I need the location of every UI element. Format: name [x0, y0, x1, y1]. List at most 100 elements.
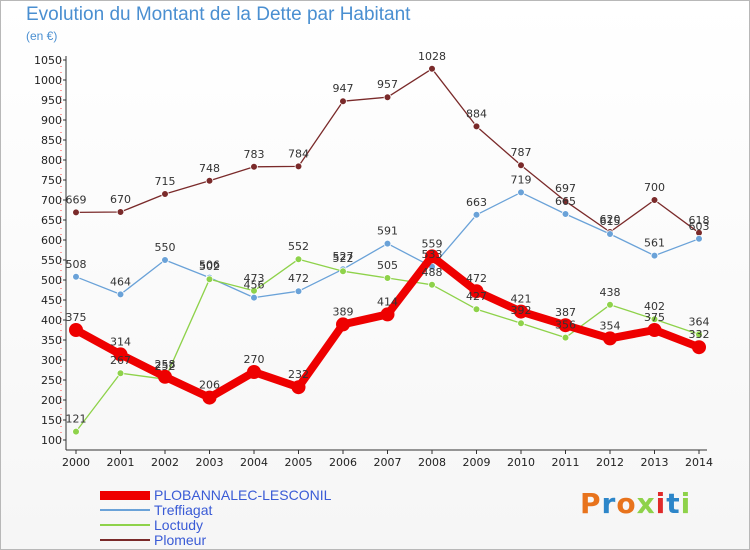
data-label: 697	[555, 182, 576, 195]
y-tick-label: 900	[41, 114, 62, 127]
data-point	[514, 304, 528, 319]
data-label: 620	[600, 213, 621, 226]
data-point	[695, 235, 703, 243]
y-tick-label: 1050	[34, 54, 62, 67]
data-point	[650, 315, 659, 324]
x-tick-label: 2007	[374, 456, 402, 469]
data-label: 505	[377, 259, 398, 272]
data-point	[561, 197, 570, 206]
data-label: 670	[110, 193, 131, 206]
data-label: 719	[511, 173, 532, 186]
data-label: 375	[66, 311, 87, 324]
data-label: 314	[110, 335, 131, 348]
data-label: 389	[333, 305, 354, 318]
y-tick-label: 750	[41, 174, 62, 187]
x-tick-label: 2000	[62, 456, 90, 469]
data-label: 356	[555, 319, 576, 332]
data-point	[72, 272, 80, 281]
data-point	[72, 208, 80, 217]
logo-letter: P	[580, 487, 602, 520]
data-label: 550	[155, 241, 176, 254]
data-label: 267	[110, 354, 131, 367]
data-point	[650, 196, 659, 204]
data-label: 591	[377, 225, 398, 238]
data-label: 402	[644, 300, 665, 313]
y-tick-label: 1000	[34, 74, 62, 87]
data-label: 669	[66, 193, 87, 206]
data-label: 121	[66, 413, 87, 426]
data-point	[247, 365, 261, 379]
data-label: 663	[466, 196, 487, 209]
logo-letter: r	[601, 487, 617, 520]
data-label: 438	[600, 286, 621, 299]
data-point	[250, 286, 258, 295]
data-point	[561, 333, 570, 342]
data-label: 332	[689, 328, 710, 341]
data-label: 427	[466, 290, 487, 303]
data-label: 1028	[418, 50, 446, 63]
data-point	[517, 161, 525, 170]
data-label: 488	[422, 266, 443, 279]
y-tick-label: 250	[41, 374, 62, 387]
x-tick-label: 2008	[418, 456, 446, 469]
data-label: 615	[600, 215, 621, 228]
data-point	[472, 122, 481, 131]
x-tick-label: 2003	[196, 456, 224, 469]
data-point	[469, 284, 484, 299]
data-point	[72, 427, 80, 436]
data-label: 665	[555, 195, 576, 208]
data-label: 715	[155, 175, 176, 188]
y-tick-label: 550	[41, 254, 62, 267]
data-label: 784	[288, 147, 309, 160]
data-label: 375	[644, 311, 665, 324]
logo-letter: i	[655, 487, 667, 520]
x-tick-label: 2009	[463, 456, 491, 469]
logo-letter: t	[666, 487, 681, 520]
legend-swatch	[100, 524, 150, 526]
data-label: 232	[288, 368, 309, 381]
data-point	[692, 340, 706, 355]
y-tick-label: 150	[41, 414, 62, 427]
data-point	[250, 293, 258, 302]
proxiti-logo[interactable]: Proxiti	[580, 487, 691, 520]
y-tick-label: 650	[41, 214, 62, 227]
data-label: 456	[244, 279, 265, 292]
data-label: 561	[644, 237, 665, 250]
y-tick-label: 450	[41, 294, 62, 307]
data-point	[428, 280, 436, 289]
x-tick-label: 2011	[552, 456, 580, 469]
x-tick-label: 2013	[641, 456, 669, 469]
legend-swatch	[100, 539, 150, 541]
data-label: 473	[244, 272, 265, 285]
legend-label: PLOBANNALEC-LESCONIL	[154, 487, 332, 503]
legend-label: Plomeur	[154, 532, 207, 548]
data-point	[116, 290, 125, 299]
legend-swatch	[100, 490, 150, 500]
data-point	[650, 251, 659, 260]
data-point	[383, 93, 392, 101]
data-label: 472	[466, 272, 487, 285]
logo-letter: i	[680, 487, 692, 520]
data-point	[294, 255, 303, 264]
y-tick-label: 500	[41, 274, 62, 287]
data-label: 392	[511, 304, 532, 317]
logo-letter: x	[636, 487, 656, 520]
logo-letter: o	[616, 487, 637, 520]
y-tick-label: 800	[41, 154, 62, 167]
data-label: 559	[422, 237, 443, 250]
data-point	[603, 331, 617, 346]
data-label: 421	[511, 293, 532, 306]
y-tick-label: 700	[41, 194, 62, 207]
y-tick-label: 600	[41, 234, 62, 247]
data-label: 354	[600, 319, 621, 332]
data-point	[69, 323, 83, 337]
data-point	[339, 267, 347, 276]
data-label: 387	[555, 306, 576, 319]
data-point	[558, 318, 573, 333]
data-point	[339, 97, 347, 105]
legend-swatch	[100, 509, 150, 511]
data-label: 258	[155, 358, 176, 371]
data-label: 364	[689, 315, 710, 328]
data-point	[205, 177, 214, 185]
